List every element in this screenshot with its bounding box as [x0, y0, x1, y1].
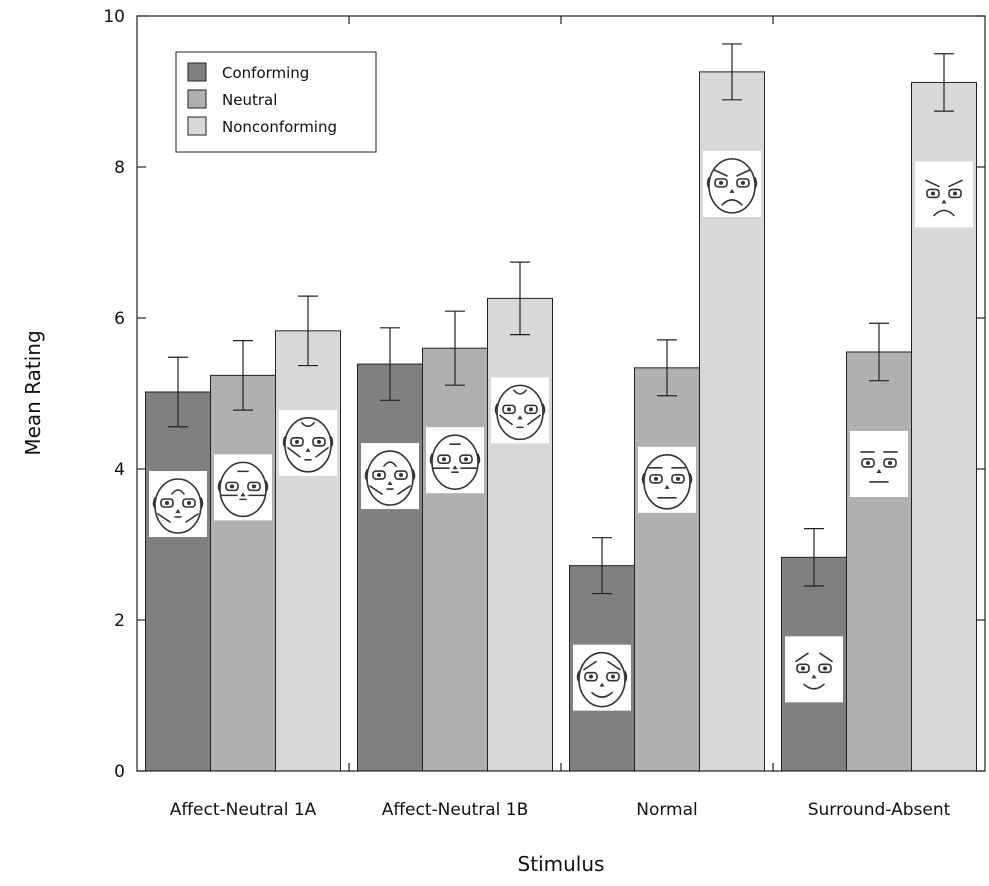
- neutral-face-neutral-icon: [426, 427, 484, 494]
- neutral-face-nonconforming-icon: [279, 409, 337, 476]
- x-axis-title: Stimulus: [518, 852, 605, 876]
- angry-face-icon: [703, 150, 761, 217]
- error-bar-conforming-3: [592, 537, 612, 595]
- error-bar-nonconforming-1: [298, 295, 318, 367]
- legend-label-neutral: Neutral: [222, 91, 277, 109]
- legend-box: [175, 51, 377, 153]
- happy-face-icon: [573, 644, 631, 711]
- error-bar-neutral-2: [445, 310, 465, 386]
- legend-label-conforming: Conforming: [222, 64, 309, 82]
- error-bar-neutral-4: [869, 322, 889, 382]
- x-tick-label: Normal: [636, 800, 698, 820]
- bar-nonconforming-1: [275, 330, 341, 772]
- neutral-face-icon: [638, 446, 696, 513]
- error-bar-conforming-1: [168, 356, 188, 428]
- error-bar-nonconforming-3: [722, 43, 742, 101]
- y-tick-label: 0: [114, 762, 125, 782]
- happy-face-no-surround-icon: [785, 636, 843, 703]
- bar-conforming-1: [145, 391, 211, 772]
- error-bar-neutral-1: [233, 340, 253, 411]
- x-tick-label: Affect-Neutral 1A: [170, 800, 317, 820]
- x-tick-label: Surround-Absent: [808, 800, 951, 820]
- neutral-face-nonconforming-icon: [491, 377, 549, 444]
- error-bar-conforming-4: [804, 528, 824, 587]
- error-bar-neutral-3: [657, 339, 677, 397]
- legend-swatch-conforming: [187, 62, 207, 82]
- legend-label-nonconforming: Nonconforming: [222, 118, 337, 136]
- neutral-face-conforming-icon: [149, 470, 207, 537]
- bar-neutral-1: [210, 374, 276, 772]
- neutral-face-neutral-icon: [214, 454, 272, 521]
- error-bars-layer: [168, 43, 954, 595]
- x-tick-label: Affect-Neutral 1B: [382, 800, 529, 820]
- legend-swatch-nonconforming: [187, 116, 207, 136]
- neutral-face-conforming-icon: [361, 443, 419, 510]
- error-bar-nonconforming-2: [510, 261, 530, 336]
- bar-conforming-2: [357, 363, 423, 772]
- y-tick-label: 8: [114, 158, 125, 178]
- legend-swatch-neutral: [187, 89, 207, 109]
- y-tick-label: 4: [114, 460, 125, 480]
- neutral-face-no-surround-icon: [850, 430, 908, 497]
- bar-neutral-2: [422, 347, 488, 772]
- error-bar-nonconforming-4: [934, 53, 954, 112]
- axis-ticks-layer: Affect-Neutral 1A Affect-Neutral 1B Normal…: [103, 7, 985, 820]
- bar-neutral-4: [846, 351, 912, 772]
- y-tick-label: 6: [114, 309, 125, 329]
- bar-nonconforming-2: [487, 297, 553, 772]
- y-axis-title: Mean Rating: [21, 330, 45, 455]
- face-icons-layer: [149, 150, 973, 711]
- bars-layer: [145, 71, 977, 772]
- legend: Conforming Neutral Nonconforming: [175, 51, 377, 153]
- bar-neutral-3: [634, 367, 700, 772]
- y-tick-label: 10: [103, 7, 125, 27]
- angry-face-no-surround-icon: [915, 161, 973, 228]
- error-bar-conforming-2: [380, 327, 400, 401]
- y-tick-label: 2: [114, 611, 125, 631]
